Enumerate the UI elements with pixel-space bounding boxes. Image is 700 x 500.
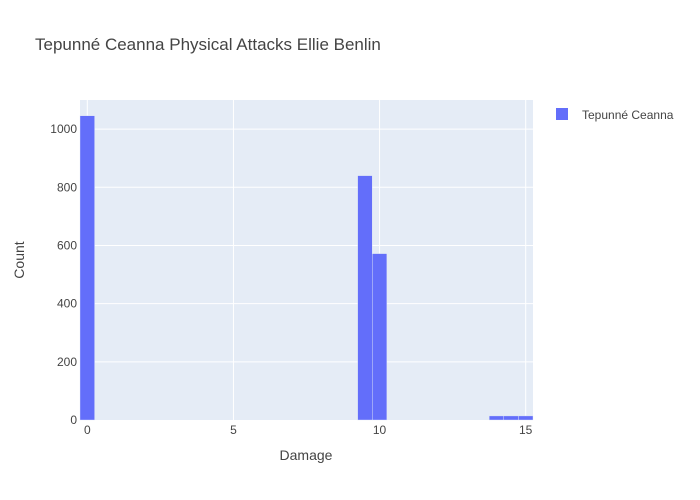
chart-title: Tepunné Ceanna Physical Attacks Ellie Be…: [35, 35, 381, 54]
histogram-bar[interactable]: [372, 253, 388, 421]
y-axis-title: Count: [11, 241, 27, 278]
y-tick-label: 0: [70, 413, 77, 427]
x-tick-label: 15: [519, 423, 533, 437]
legend[interactable]: Tepunné Ceanna: [556, 108, 674, 122]
histogram-bar[interactable]: [518, 415, 534, 421]
plot-area: [80, 100, 533, 420]
bars: [79, 115, 534, 421]
y-tick-label: 1000: [50, 122, 77, 136]
histogram-bar[interactable]: [79, 115, 95, 421]
x-axis-ticks: 0 5 10 15: [84, 423, 533, 437]
histogram-bar[interactable]: [357, 175, 373, 421]
histogram-bar[interactable]: [503, 415, 519, 421]
legend-swatch[interactable]: [556, 108, 568, 120]
y-tick-label: 400: [57, 297, 77, 311]
x-tick-label: 0: [84, 423, 91, 437]
y-axis-ticks: 0 200 400 600 800 1000: [50, 122, 77, 427]
y-tick-label: 600: [57, 238, 77, 252]
y-tick-label: 200: [57, 355, 77, 369]
y-tick-label: 800: [57, 180, 77, 194]
x-axis-title: Damage: [280, 447, 333, 463]
histogram-bar[interactable]: [488, 415, 504, 421]
x-tick-label: 10: [373, 423, 387, 437]
legend-label[interactable]: Tepunné Ceanna: [582, 108, 674, 122]
x-tick-label: 5: [230, 423, 237, 437]
